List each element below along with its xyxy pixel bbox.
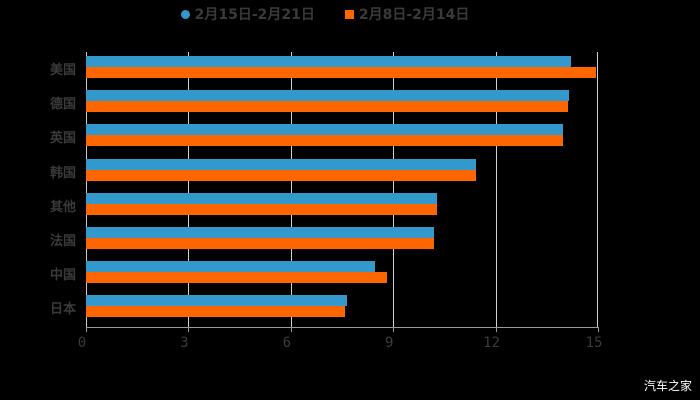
x-tick: [86, 327, 87, 332]
bar-series2[interactable]: [86, 306, 346, 318]
x-tick: [393, 327, 395, 332]
x-tick: [495, 327, 497, 332]
category-label: 美国: [50, 63, 77, 78]
category-label: 韩国: [50, 165, 77, 181]
y-axis-line: [86, 52, 87, 327]
bar-series1[interactable]: [86, 90, 569, 102]
category-label: 法国: [50, 234, 77, 249]
bar-series1[interactable]: [86, 227, 435, 238]
legend-marker-blue-icon: [180, 9, 190, 19]
bar-series1[interactable]: [86, 192, 437, 204]
bar-series2[interactable]: [86, 272, 388, 284]
bar-series2[interactable]: [86, 203, 437, 215]
bar-series2[interactable]: [86, 135, 563, 147]
x-tick-label: 9: [384, 335, 394, 351]
bar-series2[interactable]: [86, 238, 435, 249]
x-tick-label: 12: [483, 335, 501, 351]
gridline: [496, 52, 497, 327]
legend-label-series2: 2月8日-2月14日: [358, 7, 470, 23]
x-tick: [598, 327, 599, 332]
bar-series1[interactable]: [86, 124, 563, 136]
category-label: 日本: [50, 302, 77, 318]
chart-legend: 2月15日-2月21日 2月8日-2月14日: [0, 4, 700, 24]
x-tick-label: 6: [282, 335, 292, 351]
bar-series2[interactable]: [86, 67, 596, 78]
bar-series1[interactable]: [86, 158, 477, 170]
gridline: [291, 52, 292, 327]
legend-item-series1[interactable]: 2月15日-2月21日: [180, 4, 315, 24]
gridline: [393, 52, 394, 327]
category-label: 德国: [50, 97, 77, 113]
category-label: 英国: [50, 131, 77, 147]
watermark: 汽车之家: [643, 379, 692, 393]
category-label: 其他: [50, 199, 77, 215]
gridline: [188, 52, 189, 327]
x-tick-label: 3: [180, 335, 189, 351]
legend-item-series2[interactable]: 2月8日-2月14日: [344, 4, 470, 24]
x-axis-line: [86, 327, 598, 328]
bar-series2[interactable]: [86, 169, 477, 181]
legend-label-series1: 2月15日-2月21日: [194, 7, 315, 23]
x-tick: [290, 327, 292, 332]
bar-series1[interactable]: [86, 295, 348, 307]
legend-marker-orange-icon: [344, 9, 354, 19]
x-tick-label: 0: [77, 335, 87, 351]
gridline: [597, 52, 598, 327]
bar-series1[interactable]: [86, 56, 571, 67]
plot-area: [86, 52, 598, 327]
x-tick: [188, 327, 190, 332]
bar-series2[interactable]: [86, 101, 568, 113]
category-label: 中国: [50, 268, 77, 284]
bar-series1[interactable]: [86, 261, 376, 273]
x-tick-label: 15: [585, 335, 603, 351]
